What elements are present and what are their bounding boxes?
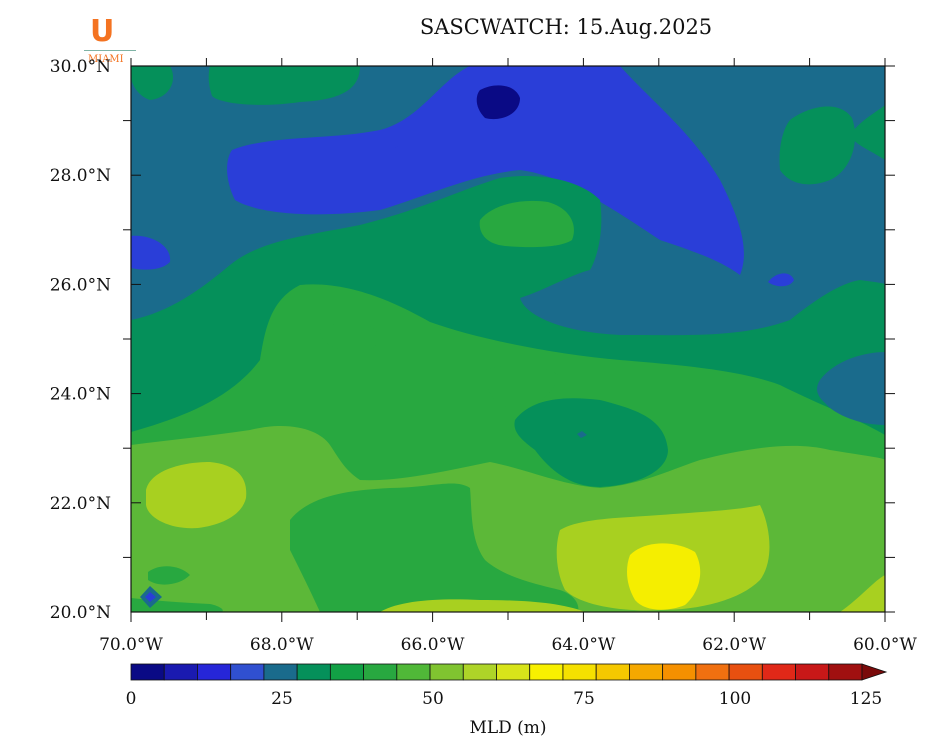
contour-15-20-west (131, 235, 171, 270)
miami-logo: U MIAMI (82, 14, 138, 68)
contour-15-20-east (768, 273, 794, 287)
contour-15-20-small (395, 144, 420, 155)
y-tick-label: 28.0°N (50, 166, 111, 186)
colorbar-swatch (595, 663, 630, 681)
contour-30-40-small (320, 323, 379, 352)
colorbar-swatch (163, 663, 198, 681)
colorbar-swatch (695, 663, 730, 681)
colorbar-swatch (662, 663, 697, 681)
colorbar-swatch (728, 663, 763, 681)
colorbar-swatch (396, 663, 431, 681)
longitude-axis: 70.0°W 68.0°W 66.0°W 64.0°W 62.0°W 60.0°W (99, 58, 917, 655)
contour-45-50-southwest (146, 462, 247, 529)
colorbar-tick-label: 25 (271, 689, 293, 709)
contour-55-65-max (627, 543, 701, 610)
x-tick-label: 68.0°W (250, 635, 314, 655)
colorbar-swatch (761, 663, 796, 681)
latitude-axis: 20.0°N 22.0°N 24.0°N 26.0°N 28.0°N 30.0°N (50, 57, 895, 623)
colorbar-tick-label: 0 (126, 689, 137, 709)
y-tick-label: 24.0°N (50, 385, 111, 405)
contour-20-25-east (817, 352, 885, 425)
colorbar-swatch (130, 663, 165, 681)
colorbar-swatch (462, 663, 497, 681)
y-tick-label: 22.0°N (50, 494, 111, 514)
colorbar-swatch (263, 663, 298, 681)
x-tick-label: 62.0°W (702, 635, 766, 655)
colorbar-swatch (629, 663, 664, 681)
x-tick-label: 70.0°W (99, 635, 163, 655)
colorbar-ticks: 0 25 50 75 100 125 (126, 689, 883, 709)
logo-u-mark: U (90, 14, 114, 49)
contour-15-20-north (227, 66, 744, 275)
colorbar-swatch (562, 663, 597, 681)
contour-30-40-upper-mid (485, 365, 558, 410)
mld-field (131, 66, 885, 612)
x-tick-label: 60.0°W (853, 635, 917, 655)
colorbar-tick-label: 75 (573, 689, 595, 709)
y-tick-label: 20.0°N (50, 603, 111, 623)
x-tick-label: 66.0°W (401, 635, 465, 655)
contour-30-40-north-blob (479, 200, 574, 248)
contour-5-15-point (145, 592, 156, 602)
logo-wordmark: MIAMI (88, 54, 124, 65)
y-tick-label: 30.0°N (50, 57, 111, 77)
colorbar-swatch (529, 663, 564, 681)
colorbar-label: MLD (m) (469, 718, 546, 738)
colorbar-tick-label: 50 (422, 689, 444, 709)
colorbar-swatch (429, 663, 464, 681)
contour-25-30-north-blobs (131, 66, 885, 185)
contour-15-20-spot (577, 431, 587, 438)
colorbar-tick-label: 125 (850, 689, 882, 709)
colorbar-swatch (828, 663, 863, 681)
colorbar-swatch (296, 663, 331, 681)
colorbar (130, 663, 888, 681)
colorbar-swatch (230, 663, 265, 681)
logo-divider (84, 50, 136, 51)
contour-25-30-inner (514, 398, 668, 487)
contour-5-15-north (476, 85, 520, 120)
x-tick-label: 64.0°W (551, 635, 615, 655)
contour-30-40-mid (290, 483, 579, 612)
colorbar-swatch (795, 663, 830, 681)
colorbar-swatch (496, 663, 531, 681)
colorbar-swatch (329, 663, 364, 681)
y-tick-label: 26.0°N (50, 275, 111, 295)
colorbar-tick-label: 100 (719, 689, 751, 709)
colorbar-extend-arrow (861, 663, 888, 681)
colorbar-swatch (197, 663, 232, 681)
colorbar-swatch (363, 663, 398, 681)
map-title: SASCWATCH: 15.Aug.2025 (420, 15, 712, 39)
contour-45-50-south-bottom (380, 575, 885, 612)
